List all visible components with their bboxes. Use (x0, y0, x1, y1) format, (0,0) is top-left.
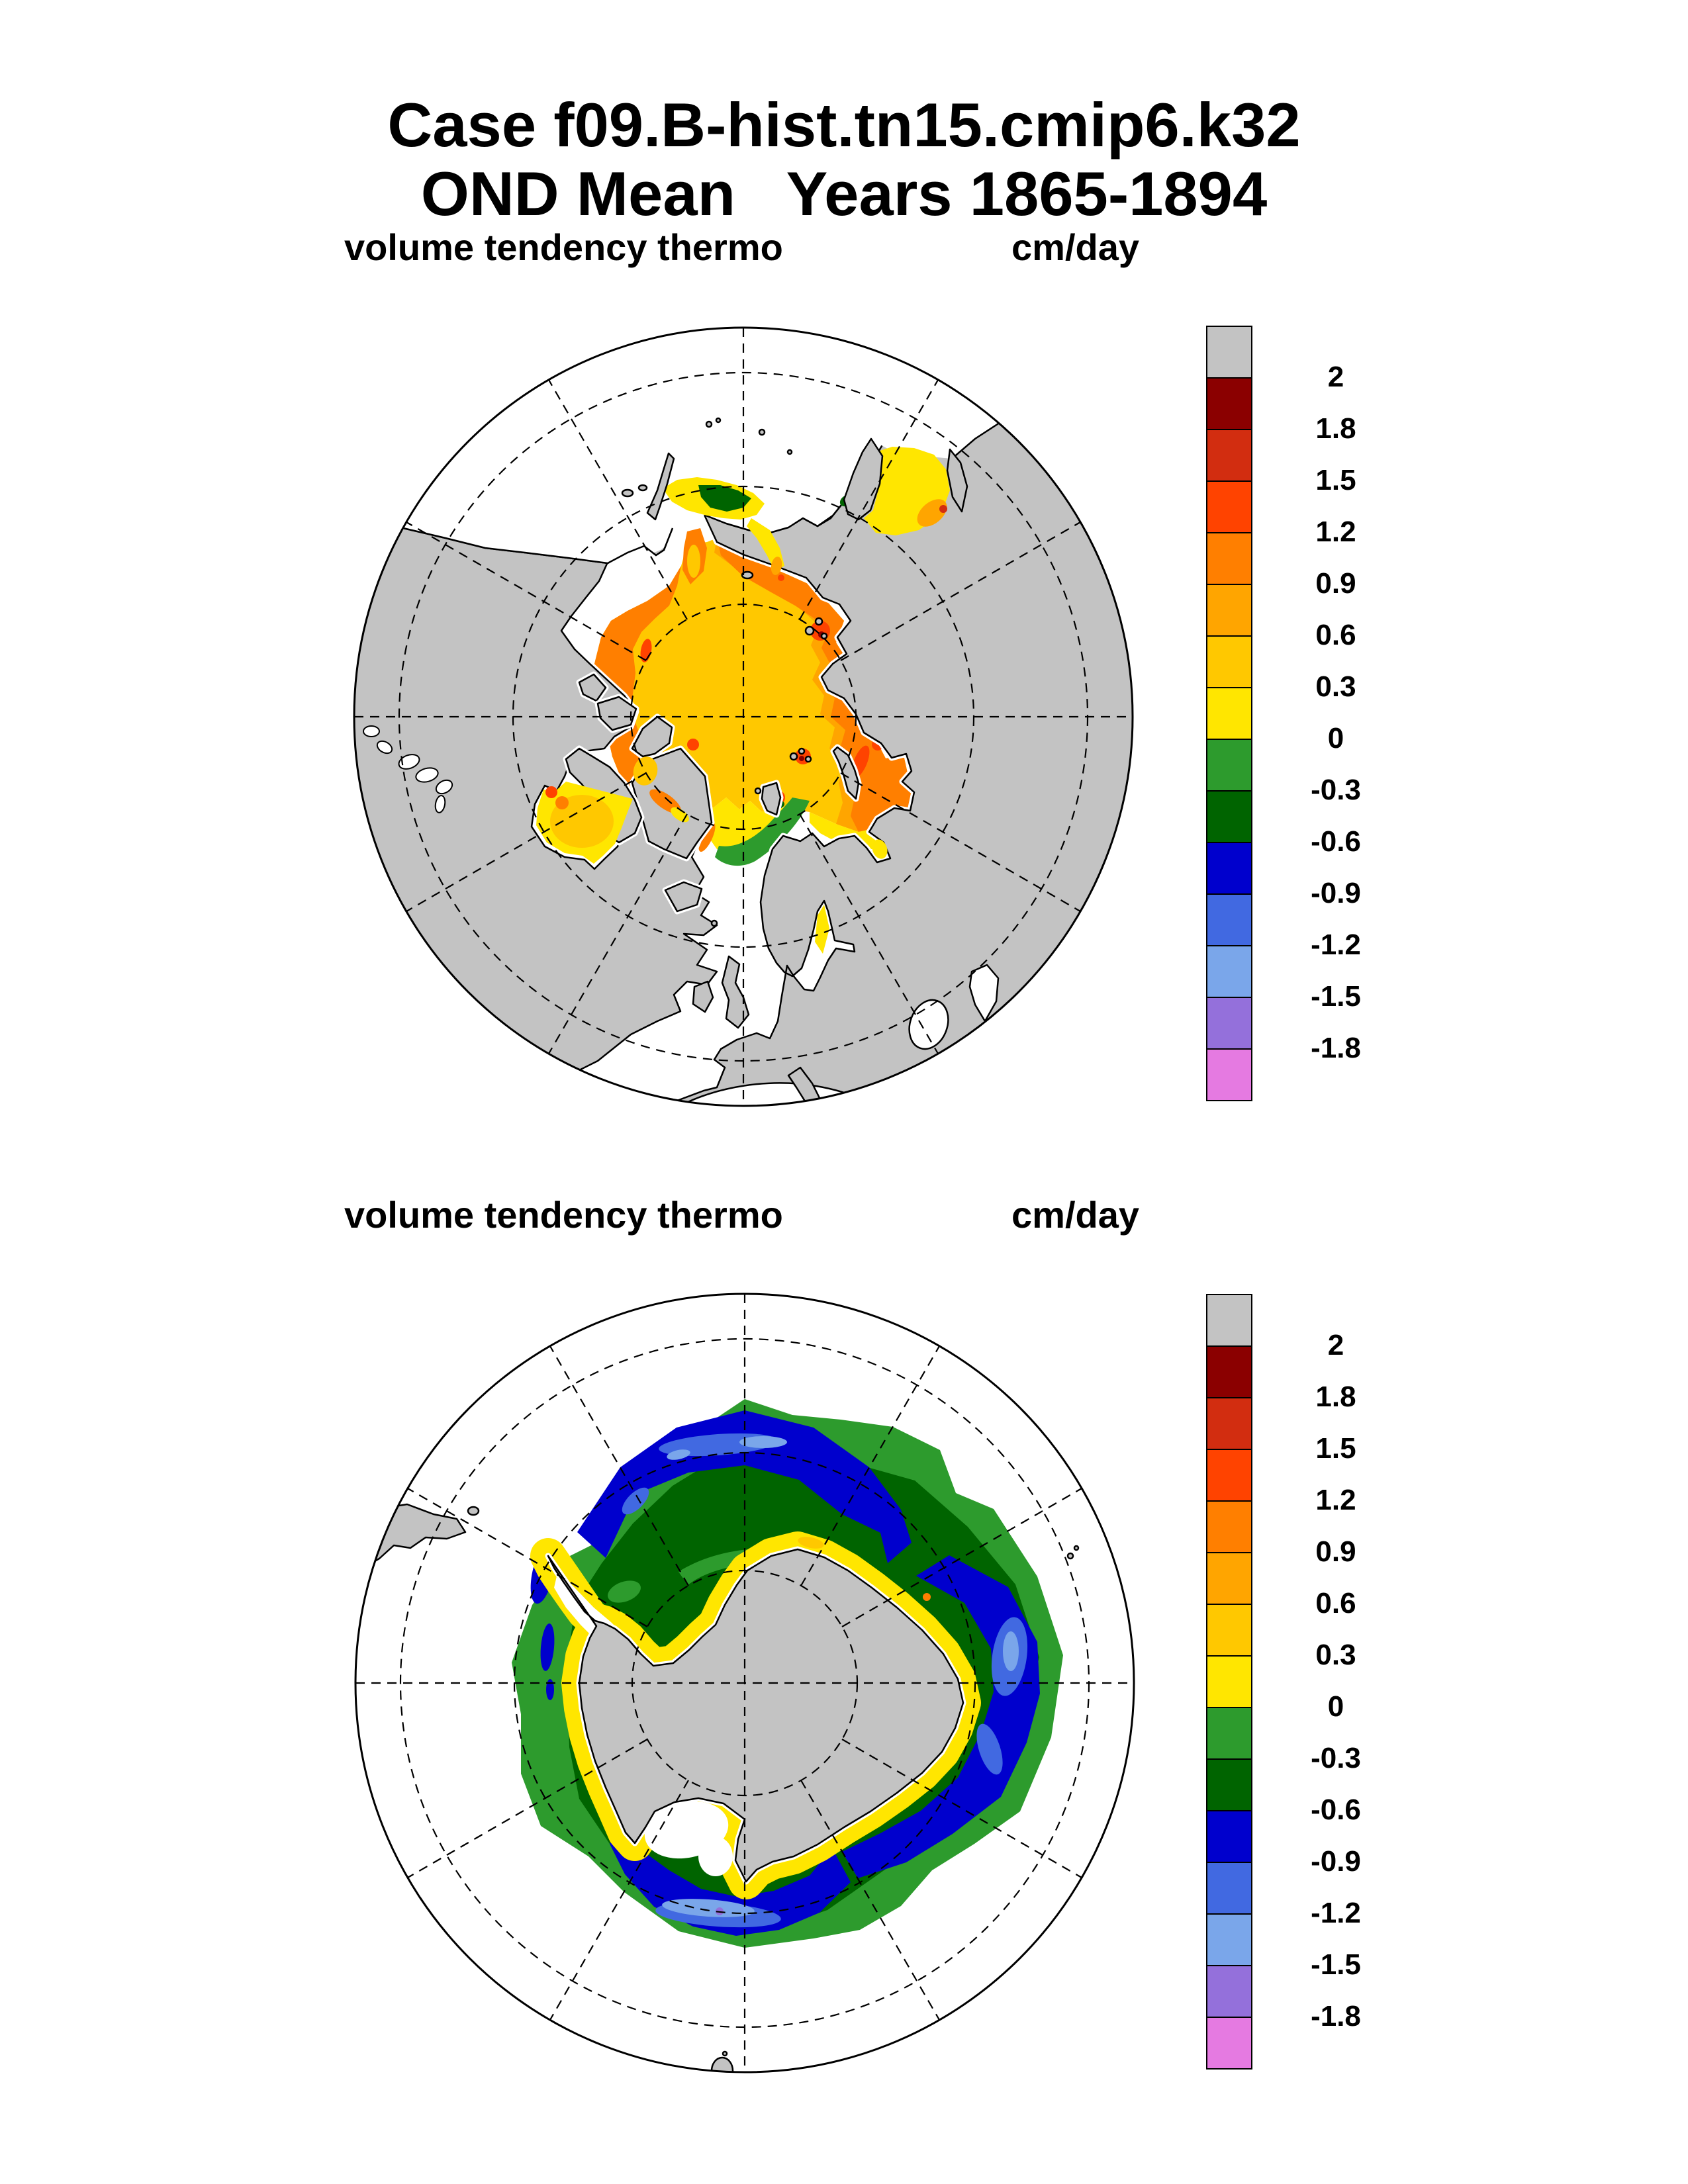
colorbar-swatch (1206, 687, 1252, 740)
colorbar-tick-label: 0 (1327, 722, 1344, 754)
antarctic-map-panel (354, 1293, 1135, 2073)
panel2-units-label: cm/day (1011, 1194, 1139, 1236)
arctic-map-boundary (353, 326, 1134, 1107)
colorbar-tick-label: 0.3 (1315, 1639, 1356, 1671)
colorbar-tick-label: 1.2 (1315, 1484, 1356, 1516)
colorbar-tick-label: -1.2 (1311, 929, 1361, 961)
falkland-islands (467, 1506, 480, 1516)
colorbar-swatch (1206, 1552, 1252, 1605)
colorbar-tick-label: 1.8 (1315, 412, 1356, 445)
colorbar-tick-label: 0 (1327, 1690, 1344, 1723)
colorbar-tick-label: 2 (1327, 361, 1344, 393)
colorbar-swatch (1206, 1604, 1252, 1657)
colorbar-tick-label: 1.8 (1315, 1381, 1356, 1413)
colorbar-swatch (1206, 1500, 1252, 1553)
colorbar-swatch (1206, 326, 1252, 379)
colorbar-swatch (1206, 1913, 1252, 1966)
colorbar-swatch (1206, 584, 1252, 637)
colorbar-swatch (1206, 997, 1252, 1050)
colorbar-tick-label: -1.2 (1311, 1897, 1361, 1929)
bering-okhotsk-ice (663, 447, 950, 584)
colorbar-swatch (1206, 1655, 1252, 1708)
arctic-graticule (354, 328, 1133, 1106)
hudson-bay-ice (536, 756, 689, 864)
colorbar-swatch (1206, 1294, 1252, 1347)
colorbar-tick-label: -0.3 (1311, 774, 1361, 806)
panel2-field-label: volume tendency thermo (344, 1194, 783, 1236)
colorbar-tick-label: -0.6 (1311, 825, 1361, 858)
colorbar-swatch (1206, 945, 1252, 998)
colorbar-tick-label: 1.2 (1315, 516, 1356, 548)
colorbar-swatch (1206, 1707, 1252, 1760)
colorbar-swatch (1206, 2017, 1252, 2070)
colorbar-tick-label: -0.6 (1311, 1794, 1361, 1826)
baltic-whitesea-ice (815, 839, 888, 954)
mediterranean-sea (676, 1082, 930, 1106)
colorbar-north: 2 1.8 1.5 1.2 0.9 0.6 0.3 0 -0.3 -0.6 -0.9 -1.2 -1.5… (1206, 326, 1405, 1101)
colorbar-swatch (1206, 1397, 1252, 1450)
colorbar-swatch (1206, 842, 1252, 895)
colorbar-swatch (1206, 893, 1252, 946)
colorbar-swatch (1206, 1758, 1252, 1811)
colorbar-tick-label: 1.5 (1315, 1432, 1356, 1465)
colorbar-tick-label: -1.8 (1311, 1032, 1361, 1064)
colorbar-swatch (1206, 480, 1252, 533)
antarctic-graticule (355, 1294, 1134, 2072)
colorbar-swatch (1206, 1345, 1252, 1398)
colorbar-swatch (1206, 429, 1252, 482)
colorbar-tick-label: 0.6 (1315, 619, 1356, 651)
figure-title-line1: Case f09.B-hist.tn15.cmip6.k32 (387, 90, 1301, 159)
colorbar-tick-label: 2 (1327, 1329, 1344, 1361)
colorbar-swatches (1206, 326, 1405, 1101)
colorbar-tick-label: -1.5 (1311, 980, 1361, 1013)
colorbar-tick-label: 0.9 (1315, 567, 1356, 600)
colorbar-tick-label: 1.5 (1315, 464, 1356, 496)
colorbar-swatch (1206, 1449, 1252, 1502)
colorbar-swatch (1206, 1048, 1252, 1101)
colorbar-tick-label: -0.3 (1311, 1742, 1361, 1774)
colorbar-swatch (1206, 1810, 1252, 1863)
colorbar-tick-label: 0.6 (1315, 1587, 1356, 1619)
caspian-sea (968, 964, 1000, 1023)
colorbar-swatch (1206, 377, 1252, 430)
lakes (363, 725, 453, 813)
colorbar-tick-label: -1.8 (1311, 2000, 1361, 2032)
colorbar-swatch (1206, 635, 1252, 688)
figure-title-line2: OND Mean Years 1865-1894 (420, 159, 1268, 228)
colorbar-south: 2 1.8 1.5 1.2 0.9 0.6 0.3 0 -0.3 -0.6 -0.9 -1.2 -1.5… (1206, 1294, 1405, 2070)
panel1-field-label: volume tendency thermo (344, 226, 783, 268)
colorbar-tick-label: -0.9 (1311, 1845, 1361, 1878)
colorbar-swatch (1206, 1965, 1252, 2018)
panel1-units-label: cm/day (1011, 226, 1139, 268)
new-zealand-tip (710, 2056, 734, 2072)
kamchatka-sakhalin (621, 417, 968, 521)
colorbar-swatch (1206, 739, 1252, 792)
colorbar-swatch (1206, 1862, 1252, 1915)
antarctic-map-boundary (354, 1293, 1135, 2073)
arctic-map-panel (353, 326, 1134, 1107)
colorbar-tick-label: 0.3 (1315, 670, 1356, 703)
colorbar-swatch (1206, 790, 1252, 843)
colorbar-tick-label: 0.9 (1315, 1535, 1356, 1568)
colorbar-tick-label: -0.9 (1311, 877, 1361, 909)
colorbar-tick-label: -1.5 (1311, 1948, 1361, 1981)
colorbar-swatch (1206, 532, 1252, 585)
colorbar-swatches (1206, 1294, 1405, 2070)
